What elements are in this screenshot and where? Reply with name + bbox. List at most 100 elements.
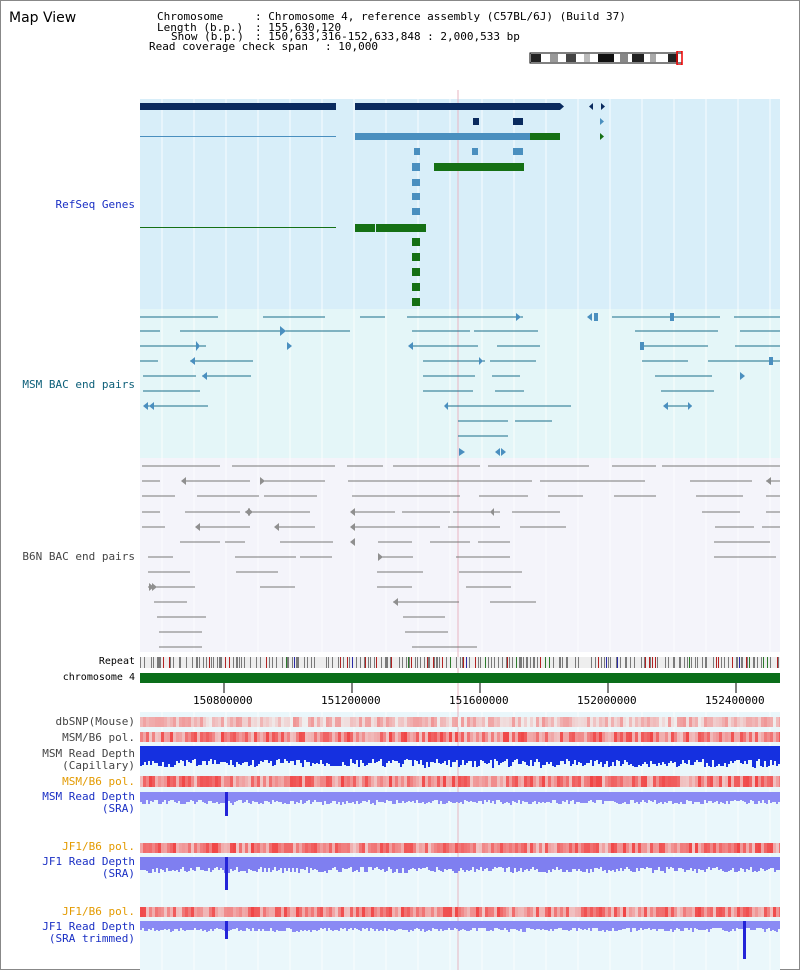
repeat-element bbox=[429, 657, 430, 668]
msm-bac-track-label[interactable]: MSM BAC end pairs bbox=[22, 378, 135, 391]
depth-bin bbox=[646, 792, 648, 803]
polymorphism-bin bbox=[614, 843, 617, 853]
polymorphism-bin bbox=[191, 843, 194, 853]
polymorphism-bin bbox=[692, 732, 695, 742]
polymorphism-bin bbox=[503, 776, 506, 787]
depth-bin bbox=[740, 792, 742, 800]
repeat-element bbox=[516, 657, 517, 668]
polymorphism-bin bbox=[554, 843, 557, 853]
depth-bin bbox=[428, 746, 430, 767]
refseq-track-label[interactable]: RefSeq Genes bbox=[55, 198, 135, 211]
depth-bin bbox=[244, 746, 246, 762]
repeat-track[interactable] bbox=[140, 657, 780, 668]
polymorphism-bin bbox=[161, 776, 164, 787]
chromosome-ideogram[interactable] bbox=[528, 51, 686, 65]
polymorphism-bin bbox=[629, 732, 632, 742]
repeat-element bbox=[390, 657, 391, 668]
variation-tracks[interactable] bbox=[140, 712, 780, 970]
polymorphism-bin bbox=[224, 843, 227, 853]
b6n-bac-pairs-track[interactable] bbox=[140, 458, 780, 652]
depth-bin bbox=[600, 792, 602, 800]
depth-bin bbox=[706, 921, 708, 929]
polymorphism-bin bbox=[473, 776, 476, 787]
depth-bin bbox=[424, 921, 426, 932]
polymorphism-bin bbox=[338, 907, 341, 917]
polymorphism-bin bbox=[461, 843, 464, 853]
polymorphism-bin bbox=[209, 776, 212, 787]
depth-bin bbox=[448, 921, 450, 928]
depth-bin bbox=[646, 921, 648, 929]
depth-bin bbox=[352, 857, 354, 872]
depth-bin bbox=[386, 746, 388, 763]
depth-bin bbox=[496, 746, 498, 761]
polymorphism-bin bbox=[320, 732, 323, 742]
jf1-read-depth-sra-label[interactable]: JF1 Read Depth bbox=[42, 855, 135, 868]
polymorphism-bin bbox=[386, 843, 389, 853]
length-value: : 155,630,120 bbox=[255, 21, 342, 34]
page-title: Map View bbox=[9, 10, 77, 26]
depth-bin bbox=[176, 921, 178, 929]
depth-bin bbox=[596, 921, 598, 928]
depth-bin bbox=[440, 857, 442, 871]
depth-bin bbox=[366, 921, 368, 928]
polymorphism-bin bbox=[524, 732, 527, 742]
depth-bin bbox=[726, 746, 728, 767]
depth-bin bbox=[632, 921, 634, 928]
polymorphism-bin bbox=[713, 717, 716, 727]
depth-bin bbox=[414, 921, 416, 929]
polymorphism-bin bbox=[320, 776, 323, 787]
refseq-genes-track[interactable] bbox=[140, 99, 780, 309]
polymorphism-bin bbox=[305, 907, 308, 917]
depth-bin bbox=[684, 746, 686, 763]
msm-bac-track-bg bbox=[140, 309, 780, 458]
repeat-element bbox=[296, 657, 297, 668]
depth-bin bbox=[218, 792, 220, 804]
depth-bin bbox=[466, 921, 468, 931]
depth-bin bbox=[538, 792, 540, 802]
depth-bin bbox=[730, 792, 732, 801]
polymorphism-bin bbox=[620, 717, 623, 727]
polymorphism-bin bbox=[674, 732, 677, 742]
depth-bin bbox=[424, 857, 426, 868]
polymorphism-bin bbox=[572, 843, 575, 853]
polymorphism-bin bbox=[641, 843, 644, 853]
depth-bin bbox=[148, 792, 150, 804]
depth-bin bbox=[436, 921, 438, 929]
jf1-b6-pol-trimmed-label[interactable]: JF1/B6 pol. bbox=[62, 905, 135, 918]
repeat-element bbox=[767, 657, 768, 668]
repeat-element bbox=[282, 657, 283, 668]
polymorphism-bin bbox=[638, 732, 641, 742]
msm-b6-pol-track-label[interactable]: MSM/B6 pol. bbox=[62, 731, 135, 744]
polymorphism-bin bbox=[404, 732, 407, 742]
repeat-element bbox=[742, 657, 743, 668]
b6n-bac-track-label[interactable]: B6N BAC end pairs bbox=[22, 550, 135, 563]
depth-bin bbox=[664, 857, 666, 873]
msm-bac-pairs-track[interactable] bbox=[140, 309, 780, 458]
msm-read-depth-capillary-label[interactable]: MSM Read Depth bbox=[42, 747, 135, 760]
repeat-element bbox=[617, 657, 618, 668]
msm-b6-pol-sra-label[interactable]: MSM/B6 pol. bbox=[62, 775, 135, 788]
dbsnp-track-label[interactable]: dbSNP(Mouse) bbox=[55, 715, 135, 728]
depth-bin bbox=[430, 921, 432, 931]
depth-bin bbox=[710, 921, 712, 929]
polymorphism-bin bbox=[371, 776, 374, 787]
jf1-b6-pol-label[interactable]: JF1/B6 pol. bbox=[62, 840, 135, 853]
polymorphism-bin bbox=[686, 776, 689, 787]
depth-bin bbox=[318, 857, 320, 872]
depth-bin bbox=[260, 921, 262, 931]
polymorphism-bin bbox=[443, 776, 446, 787]
depth-bin bbox=[166, 857, 168, 868]
msm-read-depth-sra-label[interactable]: MSM Read Depth bbox=[42, 790, 135, 803]
polymorphism-bin bbox=[773, 843, 776, 853]
jf1-read-depth-trimmed-label[interactable]: JF1 Read Depth bbox=[42, 920, 135, 933]
repeat-element bbox=[601, 657, 602, 668]
polymorphism-bin bbox=[440, 732, 443, 742]
depth-bin bbox=[400, 792, 402, 803]
depth-bin bbox=[160, 792, 162, 804]
chromosome-bar[interactable] bbox=[140, 673, 780, 683]
polymorphism-bin bbox=[218, 732, 221, 742]
depth-bin bbox=[642, 792, 644, 800]
polymorphism-bin bbox=[359, 717, 362, 727]
depth-bin bbox=[302, 921, 304, 931]
polymorphism-bin bbox=[161, 717, 164, 727]
